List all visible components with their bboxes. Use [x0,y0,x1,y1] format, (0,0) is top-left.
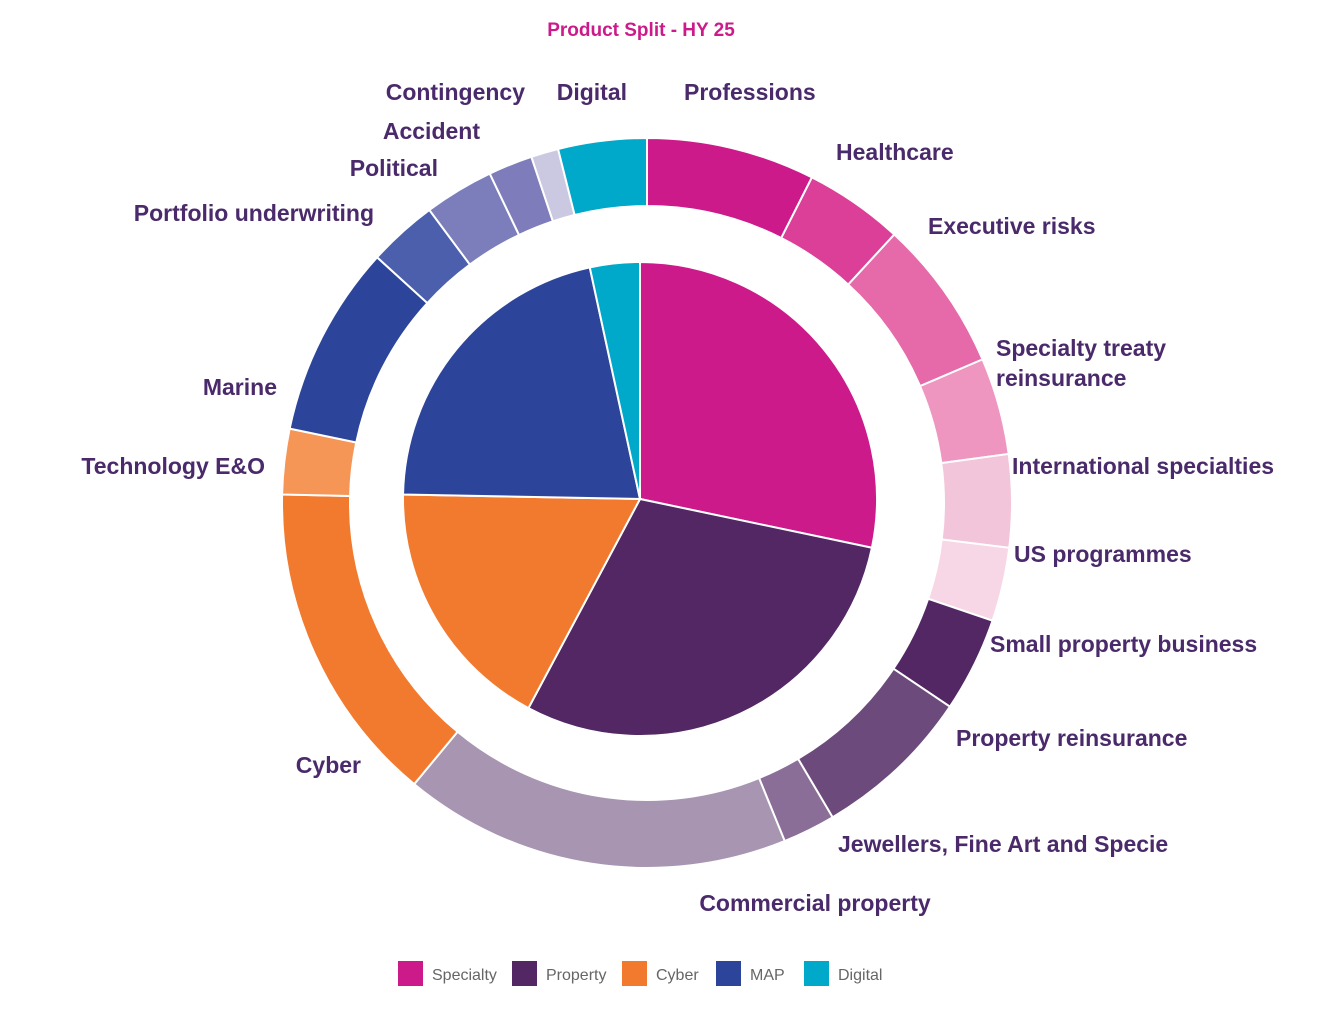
label-property-reinsurance: Property reinsurance [956,725,1187,751]
inner-slice-map [402,266,642,501]
label-line: International specialties [1012,453,1274,479]
legend-label-cyber: Cyber [656,967,699,984]
label-cyber: Cyber [296,752,361,778]
outer-slice-digital [556,136,648,217]
label-line: Executive risks [928,213,1096,239]
label-line: Portfolio underwriting [134,200,374,226]
label-professions: Professions [684,79,816,105]
label-line: Jewellers, Fine Art and Specie [838,831,1168,857]
slice-labels: Professions Healthcare Executive risks Spec… [81,79,1274,916]
outer-ring [281,136,1013,869]
label-line: Specialty treaty [996,335,1166,361]
label-line: US programmes [1014,541,1192,567]
chart-title: Product Split - HY 25 [547,20,735,41]
label-digital: Digital [557,79,627,105]
label-healthcare: Healthcare [836,139,954,165]
legend-label-map: MAP [750,967,785,984]
label-line: Property reinsurance [956,725,1187,751]
label-line: Healthcare [836,139,954,165]
label-accident: Accident [383,118,480,144]
label-line: Small property business [990,631,1257,657]
legend-swatch-specialty [398,961,423,986]
legend-label-digital: Digital [838,967,882,984]
outer-slice-commercial-property [412,730,787,869]
label-line: Professions [684,79,816,105]
label-line: reinsurance [996,365,1126,391]
label-us-programmes: US programmes [1014,541,1192,567]
legend: Specialty Property Cyber MAP Digital [398,961,882,986]
inner-slice-cyber [402,493,642,710]
legend-swatch-map [716,961,741,986]
label-jewellers-fine-art-and-specie: Jewellers, Fine Art and Specie [838,831,1168,857]
label-executive-risks: Executive risks [928,213,1096,239]
inner-slice-digital [588,260,641,500]
legend-label-specialty: Specialty [432,967,497,984]
label-portfolio-underwriting: Portfolio underwriting [134,200,374,226]
label-small-property-business: Small property business [990,631,1257,657]
legend-swatch-property [512,961,537,986]
outer-slice-international-specialties [940,452,1013,549]
label-line: Commercial property [699,890,931,916]
label-line: Contingency [386,79,525,105]
label-line: Accident [383,118,480,144]
inner-slice-specialty [639,260,878,549]
label-line: Cyber [296,752,361,778]
label-line: Marine [203,374,277,400]
label-contingency: Contingency [386,79,525,105]
label-line: Digital [557,79,627,105]
inner-slice-property [527,497,874,737]
outer-slice-property-reinsurance [796,667,952,819]
label-technology-e-o: Technology E&O [81,453,265,479]
label-line: Political [350,155,438,181]
label-international-specialties: International specialties [1012,453,1274,479]
label-specialty-treaty-reinsurance: Specialty treaty reinsurance [996,335,1166,391]
inner-pie [402,260,878,737]
outer-slice-professions [646,136,814,240]
legend-label-property: Property [546,967,606,984]
label-political: Political [350,155,438,181]
label-marine: Marine [203,374,277,400]
label-line: Technology E&O [81,453,265,479]
legend-swatch-digital [804,961,829,986]
label-commercial-property: Commercial property [699,890,931,916]
legend-swatch-cyber [622,961,647,986]
